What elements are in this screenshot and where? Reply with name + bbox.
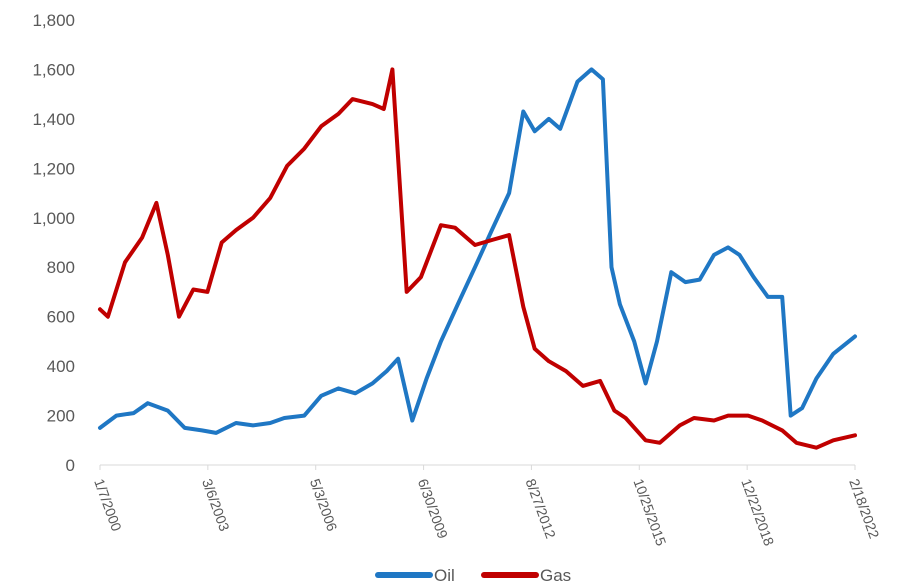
y-tick-label: 200: [47, 407, 75, 426]
y-tick-label: 400: [47, 357, 75, 376]
y-tick-label: 1,200: [32, 159, 75, 178]
y-tick-label: 800: [47, 258, 75, 277]
series-lines: [98, 67, 857, 450]
series-line-gas: [98, 67, 857, 450]
series-line-oil: [98, 67, 857, 435]
x-tick-label: 8/27/2012: [523, 477, 559, 541]
x-axis-ticks: 1/7/2000 3/6/2003 5/3/2006 6/30/2009 8/27/20…: [91, 465, 883, 549]
x-tick-label: 6/30/2009: [415, 477, 451, 541]
x-tick-label: 1/7/2000: [91, 477, 125, 534]
y-tick-label: 1,600: [32, 60, 75, 79]
y-tick-label: 600: [47, 308, 75, 327]
legend-item-gas: Gas: [481, 566, 571, 585]
legend-label-gas: Gas: [540, 566, 571, 585]
x-tick-label: 2/18/2022: [846, 477, 882, 541]
legend-item-oil: Oil: [375, 566, 455, 585]
legend: Oil Gas: [375, 566, 571, 585]
x-tick-label: 3/6/2003: [199, 477, 233, 534]
y-tick-label: 0: [66, 456, 75, 475]
y-tick-label: 1,400: [32, 110, 75, 129]
legend-label-oil: Oil: [434, 566, 455, 585]
x-tick-label: 5/3/2006: [307, 477, 341, 534]
y-tick-label: 1,800: [32, 11, 75, 30]
y-tick-label: 1,000: [32, 209, 75, 228]
x-tick-label: 12/22/2018: [738, 477, 777, 549]
x-tick-label: 10/25/2015: [630, 477, 669, 549]
y-axis-ticks: 0 200 400 600 800 1,000 1,200 1,400 1,600 1,800: [32, 11, 75, 475]
